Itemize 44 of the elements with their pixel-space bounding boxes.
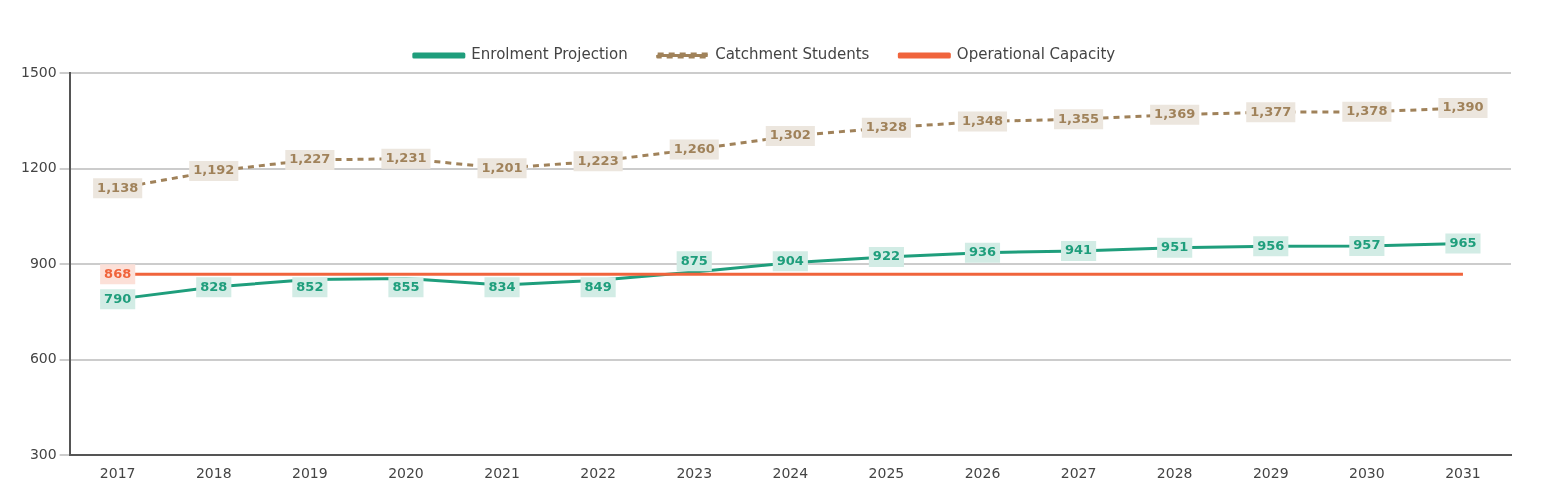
y-tick-label: 1200 (20, 159, 57, 176)
data-label: 1,223 (577, 152, 619, 168)
data-label: 1,260 (673, 140, 715, 156)
x-tick-label: 2028 (1156, 465, 1193, 482)
data-label: 849 (584, 278, 612, 294)
x-tick-label: 2023 (676, 465, 713, 482)
data-label: 1,390 (1442, 99, 1484, 115)
y-tick-label: 300 (29, 445, 57, 462)
legend-label: Catchment Students (715, 45, 870, 64)
x-tick-label: 2024 (772, 465, 809, 482)
x-tick-label: 2025 (868, 465, 905, 482)
data-label: 1,201 (481, 159, 523, 175)
x-tick-label: 2017 (99, 465, 136, 482)
y-tick-label: 900 (29, 254, 57, 271)
x-tick-label: 2018 (195, 465, 232, 482)
legend-label: Operational Capacity (956, 45, 1116, 64)
x-tick-label: 2029 (1252, 465, 1289, 482)
data-label: 1,231 (385, 150, 427, 166)
x-tick-label: 2022 (580, 465, 616, 482)
data-label: 1,138 (97, 179, 139, 195)
x-tick-label: 2030 (1349, 465, 1385, 482)
data-label: 834 (488, 278, 516, 294)
data-label: 852 (296, 278, 324, 294)
x-tick-label: 2027 (1060, 465, 1097, 482)
x-tick-label: 2031 (1445, 465, 1481, 482)
data-label: 1,378 (1346, 103, 1388, 119)
data-label: 1,377 (1250, 103, 1292, 119)
data-label: 855 (392, 278, 420, 294)
y-tick-label: 1500 (20, 63, 57, 80)
x-tick-label: 2020 (388, 465, 424, 482)
x-tick-label: 2026 (964, 465, 1001, 482)
data-label: 1,192 (193, 162, 235, 178)
data-label: 904 (776, 252, 804, 268)
data-label: 1,328 (865, 119, 907, 135)
data-label: 1,227 (289, 151, 331, 167)
data-label: 1,369 (1154, 106, 1196, 122)
x-tick-label: 2021 (484, 465, 520, 482)
data-label: 1,348 (961, 112, 1004, 128)
data-label: 875 (680, 252, 708, 268)
y-tick-label: 600 (29, 350, 57, 367)
legend-label: Enrolment Projection (471, 45, 628, 64)
data-label: 1,355 (1058, 110, 1100, 126)
data-label: 1,302 (769, 127, 811, 143)
x-tick-label: 2019 (292, 465, 328, 482)
